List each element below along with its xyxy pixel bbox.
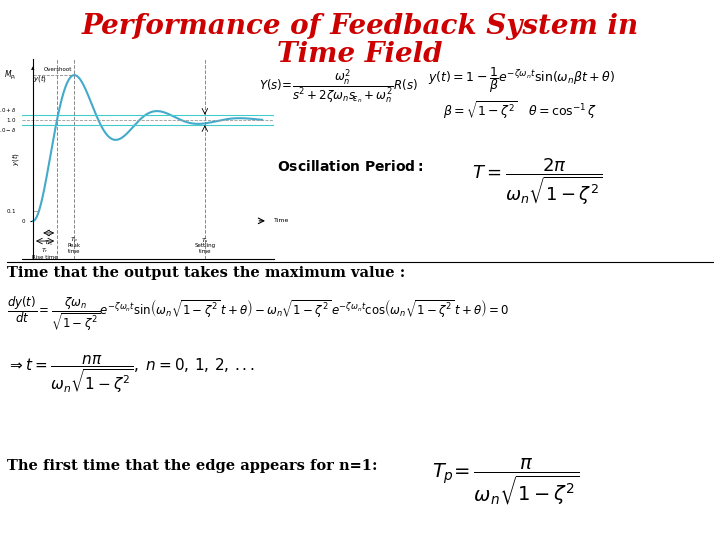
Text: The first time that the edge appears for n=1:: The first time that the edge appears for…	[7, 459, 378, 473]
Text: $T_p$: $T_p$	[70, 236, 78, 246]
Text: Peak
time: Peak time	[68, 243, 81, 254]
Text: Time: Time	[274, 218, 289, 224]
Y-axis label: $y(t)$: $y(t)$	[9, 152, 21, 166]
Text: Performance of Feedback System in: Performance of Feedback System in	[81, 14, 639, 40]
Text: $Y(s)\!=\!\dfrac{\omega_n^2}{s^2+2\zeta\omega_n s_{\!\varepsilon_n}+\omega_n^2}R: $Y(s)\!=\!\dfrac{\omega_n^2}{s^2+2\zeta\…	[259, 68, 418, 106]
Text: $1.0+\delta$: $1.0+\delta$	[0, 106, 17, 114]
Text: $\beta=\sqrt{1-\zeta^2}\quad\theta=\cos^{-1}\zeta$: $\beta=\sqrt{1-\zeta^2}\quad\theta=\cos^…	[443, 100, 597, 122]
Text: Time Field: Time Field	[277, 40, 443, 68]
Text: $y(t)=1-\dfrac{1}{\beta}e^{-\zeta\omega_n t}\sin(\omega_n\beta t+\theta)$: $y(t)=1-\dfrac{1}{\beta}e^{-\zeta\omega_…	[428, 65, 616, 94]
Text: Overshoot: Overshoot	[44, 67, 72, 72]
Text: Rise time: Rise time	[32, 255, 58, 260]
Text: $\Rightarrow t=\dfrac{n\pi}{\omega_n\sqrt{1-\zeta^2}},\;n=0,\,1,\,2,\,...$: $\Rightarrow t=\dfrac{n\pi}{\omega_n\sqr…	[7, 354, 255, 395]
Text: $T_s$: $T_s$	[201, 236, 209, 245]
Text: $T=\dfrac{2\pi}{\omega_n\sqrt{1-\zeta^2}}$: $T=\dfrac{2\pi}{\omega_n\sqrt{1-\zeta^2}…	[472, 157, 603, 207]
Text: $y(t)$: $y(t)$	[33, 72, 47, 84]
Text: Settling
time: Settling time	[194, 243, 215, 254]
Text: $1.0-\delta$: $1.0-\delta$	[0, 126, 17, 134]
Text: $\blacktriangle$: $\blacktriangle$	[30, 64, 36, 72]
Text: Time that the output takes the maximum value :: Time that the output takes the maximum v…	[7, 266, 405, 280]
Text: $M_{p_i}$: $M_{p_i}$	[4, 69, 17, 82]
Text: $0.1$: $0.1$	[6, 207, 17, 215]
Text: $\mathbf{Oscillation\ Period:}$: $\mathbf{Oscillation\ Period:}$	[277, 159, 424, 174]
Text: $T_r$: $T_r$	[41, 246, 49, 255]
Text: $1.0$: $1.0$	[6, 116, 17, 124]
Text: $T_{r_1}$: $T_{r_1}$	[44, 238, 53, 247]
Text: $\dfrac{dy(t)}{dt}=\dfrac{\zeta\omega_n}{\sqrt{1-\zeta^2}}e^{-\zeta\omega_n t}\s: $\dfrac{dy(t)}{dt}=\dfrac{\zeta\omega_n}…	[7, 294, 509, 333]
Text: $T_p\!=\dfrac{\pi}{\omega_n\sqrt{1-\zeta^2}}$: $T_p\!=\dfrac{\pi}{\omega_n\sqrt{1-\zeta…	[432, 456, 580, 507]
